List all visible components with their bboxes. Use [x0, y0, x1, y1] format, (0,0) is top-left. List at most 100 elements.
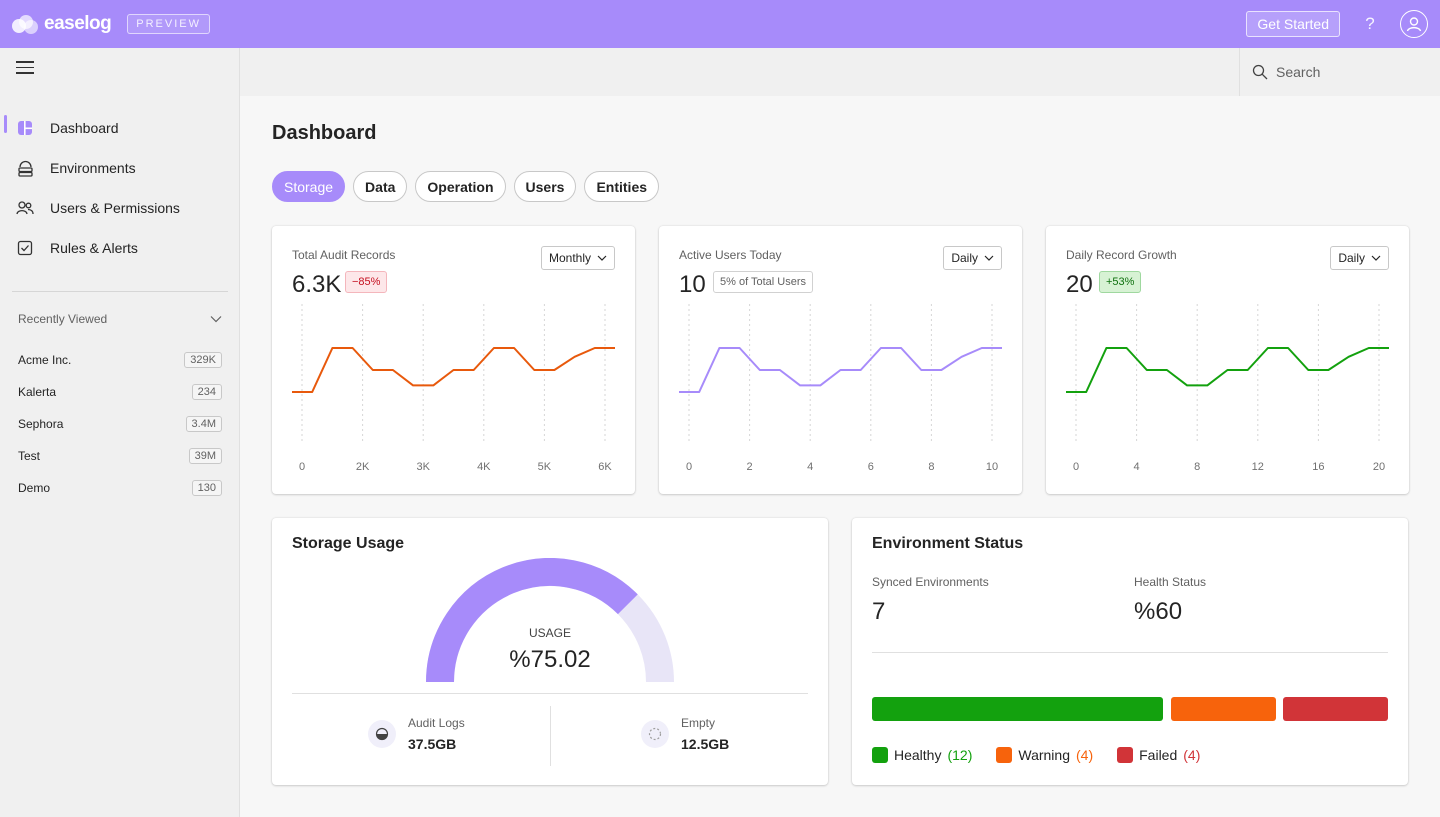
- get-started-button[interactable]: Get Started: [1246, 11, 1340, 37]
- sidebar-item-users-permissions[interactable]: Users & Permissions: [0, 188, 240, 228]
- dashed-circle-icon: [641, 720, 669, 748]
- app-name: easelog: [44, 13, 112, 34]
- sidebar-item-label: Users & Permissions: [50, 200, 180, 216]
- status-name: Healthy: [894, 747, 942, 763]
- legend-value: 12.5GB: [681, 736, 730, 752]
- tab-entities[interactable]: Entities: [584, 171, 660, 202]
- sidebar-divider: [12, 291, 228, 292]
- gauge-used-arc: [426, 558, 638, 683]
- x-tick-label: 5K: [538, 461, 552, 473]
- legend-value: 37.5GB: [408, 736, 457, 752]
- search-icon: [1252, 64, 1268, 80]
- healthy-legend-item: Healthy (12): [872, 747, 972, 763]
- audit-logs-legend: Audit Logs 37.5GB: [368, 716, 465, 752]
- status-count: (4): [1183, 747, 1201, 763]
- recently-viewed-title: Recently Viewed: [18, 312, 108, 326]
- header-strip: Search: [240, 48, 1440, 96]
- legend-name: Audit Logs: [408, 716, 465, 730]
- card-title: Storage Usage: [292, 535, 405, 552]
- sidebar-item-environments[interactable]: Environments: [0, 148, 240, 188]
- recent-item-name: Sephora: [18, 417, 64, 431]
- sidebar-item-rules-alerts[interactable]: Rules & Alerts: [0, 228, 240, 268]
- status-count: (4): [1076, 747, 1094, 763]
- active-users-card: Active Users Today 10 5% of Total Users …: [659, 226, 1022, 494]
- recent-item-count: 39M: [188, 448, 222, 464]
- period-dropdown-value: Daily: [951, 251, 978, 265]
- chevron-down-icon: [984, 255, 994, 261]
- health-status-value: %60: [1134, 598, 1183, 625]
- recent-item-name: Demo: [18, 481, 51, 495]
- search-input[interactable]: Search: [1239, 48, 1440, 96]
- half-disk-icon: [368, 720, 396, 748]
- x-tick-label: 10: [986, 461, 998, 473]
- x-tick-label: 20: [1373, 461, 1385, 473]
- tab-storage[interactable]: Storage: [272, 171, 346, 202]
- x-tick-label: 8: [1194, 461, 1200, 473]
- preview-badge: PREVIEW: [127, 14, 210, 34]
- tab-users[interactable]: Users: [513, 171, 577, 202]
- dashboard-icon: [16, 119, 34, 137]
- period-dropdown-value: Daily: [1338, 251, 1365, 265]
- usage-label: USAGE: [528, 626, 571, 640]
- usage-value: %75.02: [509, 646, 591, 673]
- change-badge: −85%: [345, 271, 388, 293]
- recent-item-count: 3.4M: [185, 416, 222, 432]
- active-users-chart: 0 2 4 6 8 10: [679, 304, 1002, 473]
- synced-environments-label: Synced Environments: [872, 575, 989, 589]
- chevron-down-icon: [210, 316, 222, 323]
- x-tick-label: 0: [686, 461, 692, 473]
- synced-environments-value: 7: [872, 598, 886, 625]
- divider: [292, 693, 808, 694]
- period-dropdown[interactable]: Daily: [1330, 246, 1389, 270]
- warning-swatch: [996, 747, 1013, 763]
- tab-list: Storage Data Operation Users Entities: [272, 171, 660, 202]
- empty-legend: Empty 12.5GB: [641, 716, 729, 752]
- x-tick-label: 16: [1312, 461, 1324, 473]
- card-value: 20: [1066, 271, 1093, 298]
- divider: [872, 652, 1388, 653]
- healthy-bar: [872, 697, 1163, 721]
- recent-item[interactable]: Demo 130: [18, 472, 222, 504]
- x-tick-label: 4K: [477, 461, 491, 473]
- search-placeholder: Search: [1276, 64, 1321, 80]
- period-dropdown[interactable]: Daily: [943, 246, 1002, 270]
- x-tick-label: 8: [928, 461, 934, 473]
- chevron-down-icon: [597, 255, 607, 261]
- status-legend: Healthy (12) Warning (4) Failed (4): [872, 747, 1200, 763]
- recently-viewed-list: Acme Inc. 329K Kalerta 234 Sephora 3.4M Tes…: [18, 344, 222, 504]
- hamburger-menu-icon[interactable]: [16, 61, 34, 78]
- recent-item[interactable]: Kalerta 234: [18, 376, 222, 408]
- tab-data[interactable]: Data: [353, 171, 408, 202]
- x-tick-label: 6K: [598, 461, 612, 473]
- legend-name: Empty: [681, 716, 716, 730]
- logo-icon: [12, 13, 38, 35]
- app-logo[interactable]: easelog: [12, 13, 112, 35]
- card-value: 6.3K: [292, 271, 342, 298]
- help-icon[interactable]: ?: [1365, 14, 1375, 33]
- avatar[interactable]: [1400, 10, 1428, 38]
- chevron-down-icon: [1371, 255, 1381, 261]
- sidebar-item-label: Rules & Alerts: [50, 240, 138, 256]
- period-dropdown[interactable]: Monthly: [540, 246, 615, 270]
- healthy-swatch: [872, 747, 888, 763]
- storage-usage-card: Storage Usage USAGE %75.02 Audit Logs 37…: [272, 518, 828, 785]
- recent-item[interactable]: Sephora 3.4M: [18, 408, 222, 440]
- warning-legend-item: Warning (4): [996, 747, 1093, 763]
- recent-item[interactable]: Acme Inc. 329K: [18, 344, 222, 376]
- x-tick-label: 6: [868, 461, 874, 473]
- status-name: Failed: [1139, 747, 1178, 763]
- x-tick-label: 12: [1252, 461, 1264, 473]
- warning-bar: [1171, 697, 1276, 721]
- failed-bar: [1283, 697, 1388, 721]
- sidebar-item-label: Dashboard: [50, 120, 119, 136]
- top-bar: easelog PREVIEW Get Started ?: [0, 0, 1440, 48]
- daily-record-growth-chart: 0 4 8 12 16 20: [1066, 304, 1389, 473]
- environment-status-card: Environment Status Synced Environments 7…: [852, 518, 1408, 785]
- card-title: Active Users Today: [679, 248, 782, 262]
- sidebar-item-dashboard[interactable]: Dashboard: [0, 108, 240, 148]
- recently-viewed-header[interactable]: Recently Viewed: [18, 312, 222, 326]
- recent-item[interactable]: Test 39M: [18, 440, 222, 472]
- tab-operation[interactable]: Operation: [415, 171, 506, 202]
- daily-record-growth-card: Daily Record Growth 20 +53% Daily 0 4 8 12 1…: [1046, 226, 1409, 494]
- environments-icon: [16, 159, 34, 177]
